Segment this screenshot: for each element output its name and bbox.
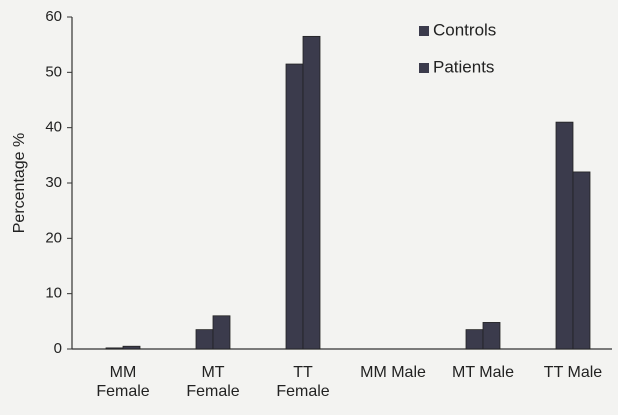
y-tick-label: 0 [54,340,62,357]
legend-label: Patients [433,57,494,76]
bar [212,315,231,350]
bar [195,329,214,350]
y-axis-label: Percentage % [11,133,28,234]
bar [105,347,124,350]
bar [285,63,304,350]
legend-label: Controls [433,20,496,39]
bar [572,171,591,350]
x-tick-label: MT Female [186,364,240,400]
bar [482,322,501,350]
x-tick-label: TT Female [276,364,330,400]
y-tick-label: 30 [45,174,62,191]
bar [302,35,321,350]
y-tick-label: 60 [45,8,62,25]
y-tick-label: 10 [45,285,62,302]
bar [465,329,484,350]
bar [122,345,141,350]
x-tick-label: TT Male [543,364,603,381]
x-tick-label: MM Female [96,364,150,400]
y-tick-label: 40 [45,119,62,136]
legend-swatch [419,63,429,73]
x-tick-label: MM Male [360,364,426,381]
y-tick-label: 20 [45,229,62,246]
bar [555,121,574,350]
legend-swatch [419,26,429,36]
x-tick-label: MT Male [452,364,514,381]
y-tick-label: 50 [45,63,62,80]
